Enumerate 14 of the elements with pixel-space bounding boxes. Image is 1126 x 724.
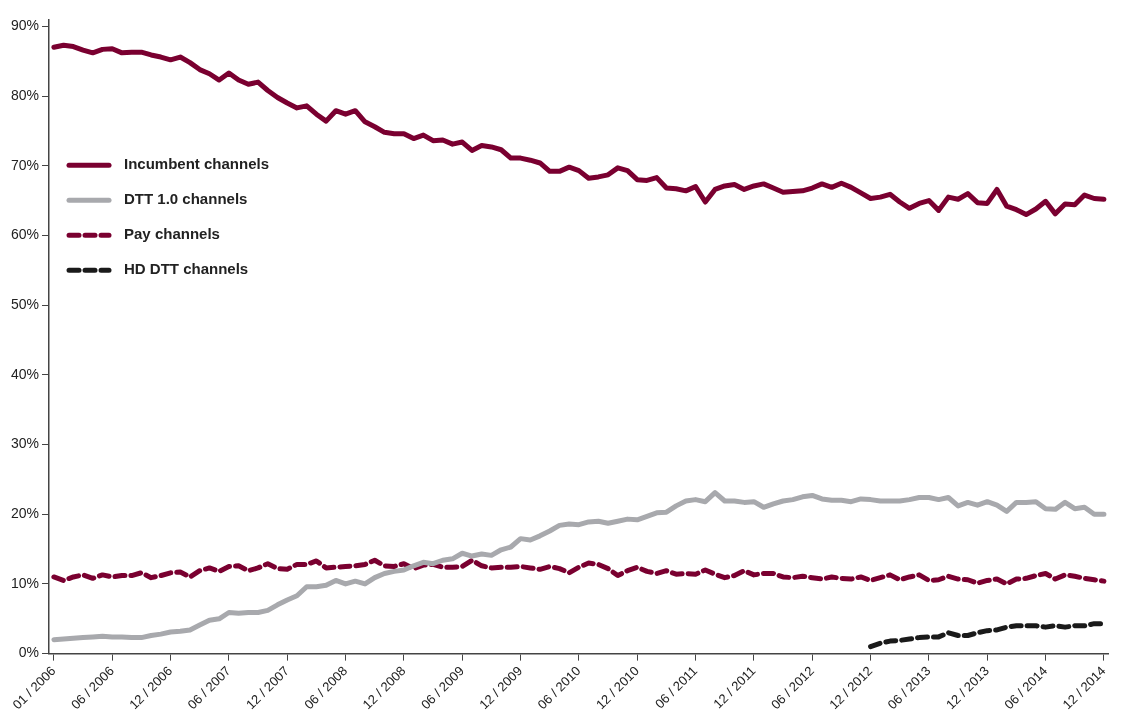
y-tick-label: 0% [18, 644, 40, 661]
y-tick-label: 40% [10, 365, 40, 382]
legend-label: Pay channels [124, 225, 220, 243]
y-tick-label: 90% [10, 17, 40, 34]
legend-label: Incumbent channels [124, 155, 270, 173]
y-tick-label: 20% [10, 505, 40, 522]
y-tick-label: 10% [10, 574, 40, 591]
y-tick-label: 70% [10, 156, 40, 173]
legend-label: DTT 1.0 channels [124, 190, 248, 208]
y-tick-label: 80% [10, 86, 40, 103]
y-tick-label: 60% [10, 226, 40, 243]
y-tick-label: 50% [10, 296, 40, 313]
y-tick-label: 30% [10, 435, 40, 452]
legend-label: HD DTT channels [124, 260, 249, 278]
